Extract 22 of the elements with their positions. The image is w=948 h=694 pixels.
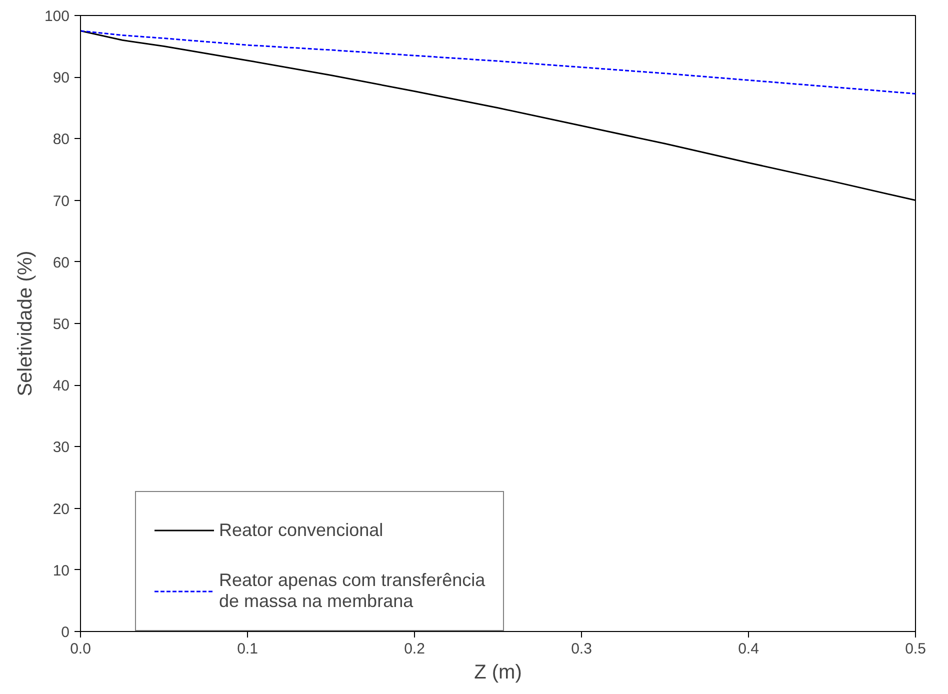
- y-tick-label: 60: [52, 254, 70, 272]
- x-tick-label: 0.1: [237, 640, 258, 658]
- x-tick-label: 0.2: [404, 640, 425, 658]
- line-series: [80, 30, 916, 94]
- legend-label: Reator convencional: [219, 518, 384, 542]
- y-tick-label: 0: [61, 624, 70, 641]
- x-tick-label: 0.4: [738, 640, 759, 658]
- y-tick-label: 90: [52, 70, 70, 87]
- y-tick-label: 70: [52, 192, 70, 210]
- x-tick-label: 0.5: [905, 640, 926, 658]
- y-tick-label: 30: [52, 439, 70, 456]
- legend-label: Reator apenas com transferência de massa na membrana: [219, 570, 486, 612]
- y-tick-label: 80: [52, 131, 70, 148]
- y-tick-label: 40: [52, 378, 70, 395]
- y-tick-label: 50: [52, 316, 70, 333]
- y-tick-label: 10: [52, 562, 70, 580]
- y-tick-label: 100: [44, 8, 70, 25]
- x-tick-label: 0.0: [70, 640, 91, 658]
- y-tick-label: 20: [52, 500, 70, 518]
- y-axis-title: Seletividade (%): [14, 250, 36, 396]
- x-tick-label: 0.3: [571, 640, 592, 658]
- x-axis-title: Z (m): [474, 662, 522, 684]
